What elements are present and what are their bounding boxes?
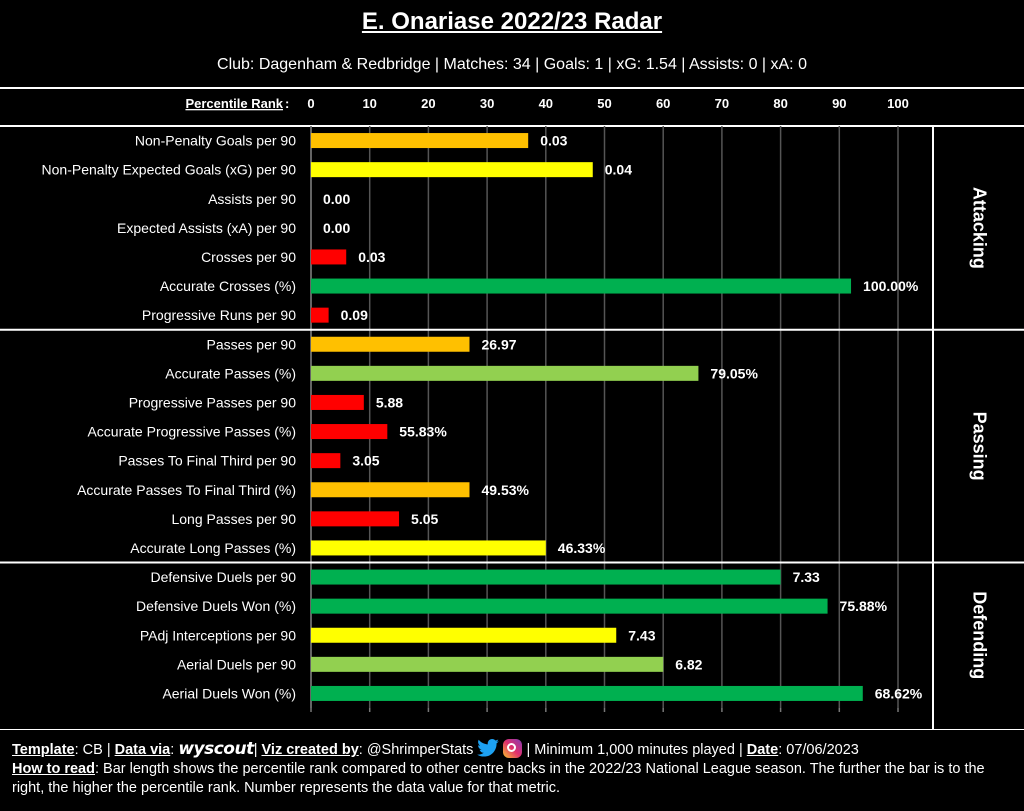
metric-label: Non-Penalty Expected Goals (xG) per 90 [42,162,297,178]
data-label: 0.03 [358,249,385,265]
data-label: 5.05 [411,511,438,527]
twitter-icon[interactable] [477,739,500,757]
metric-label: Aerial Duels Won (%) [162,685,296,701]
viz-created-value: : @ShrimperStats [358,742,478,758]
tick-label: 10 [362,96,376,111]
bar [311,598,828,614]
data-label: 0.00 [323,191,350,207]
metric-label: Long Passes per 90 [171,511,296,527]
axis-label: Percentile Rank [185,96,283,111]
data-label: 6.82 [675,656,702,672]
data-label: 0.00 [323,220,350,236]
data-label: 75.88% [840,598,888,614]
bar [311,162,593,178]
bar [311,511,400,527]
date-label: Date [746,742,779,758]
template-label: Template [12,742,75,758]
data-via-separator: : [170,742,179,758]
viz-created-label: Viz created by [261,742,359,758]
metric-label: Expected Assists (xA) per 90 [117,220,296,236]
radar-bar-chart: Percentile Rank: 0 10 20 30 40 50 60 70 80 90 100 No… [0,87,1024,730]
bar [311,627,617,643]
bar [311,685,863,701]
data-label: 7.33 [793,569,820,585]
bar [311,482,470,498]
data-label: 7.43 [628,627,655,643]
metric-label: Accurate Crosses (%) [160,278,296,294]
footer: Template: CB | Data via: wyscout| Viz cr… [12,739,1016,798]
data-label: 55.83% [399,424,447,440]
bar [311,278,852,294]
metric-label: Passes per 90 [207,336,297,352]
bar [311,540,546,556]
metric-label: Accurate Passes (%) [165,365,296,381]
axis-label-colon: : [285,96,289,111]
tick-label: 60 [656,96,670,111]
data-via-label: Data via [114,742,171,758]
how-to-read-text: : Bar length shows the percentile rank c… [12,761,985,796]
wyscout-logo: wyscout [178,739,254,759]
bar [311,307,329,323]
min-minutes-note: | Minimum 1,000 minutes played | [522,742,747,758]
section-label: Defending [969,591,989,679]
data-label: 0.04 [605,162,632,178]
template-value: : CB | [74,742,115,758]
data-label: 0.09 [341,307,368,323]
metric-label: Crosses per 90 [201,249,296,265]
section-label: Attacking [969,187,989,269]
data-label: 3.05 [352,453,379,469]
metric-label: Accurate Progressive Passes (%) [87,424,296,440]
bar [311,133,529,149]
how-to-read-label: How to read [12,761,95,777]
metric-label: Accurate Passes To Final Third (%) [77,482,296,498]
bar [311,569,781,585]
instagram-icon[interactable] [503,739,523,758]
metric-label: Accurate Long Passes (%) [130,540,296,556]
metric-label: Defensive Duels Won (%) [136,598,296,614]
tick-label: 40 [539,96,553,111]
bar [311,365,699,381]
metric-label: PAdj Interceptions per 90 [140,627,296,643]
footer-line-2: How to read: Bar length shows the percen… [12,760,1016,798]
data-label: 5.88 [376,394,403,410]
chart-subtitle: Club: Dagenham & Redbridge | Matches: 34… [217,56,807,73]
metric-label: Progressive Passes per 90 [129,394,297,410]
tick-label: 20 [421,96,435,111]
bar [311,249,347,265]
metric-label: Aerial Duels per 90 [177,656,296,672]
data-label: 0.03 [540,133,567,149]
bar [311,424,388,440]
bar [311,453,341,469]
bar [311,656,664,672]
data-label: 46.33% [558,540,606,556]
tick-label: 80 [773,96,787,111]
date-value: : 07/06/2023 [778,742,859,758]
data-label: 26.97 [481,336,516,352]
chart-title: E. Onariase 2022/23 Radar [361,8,663,35]
metric-label: Passes To Final Third per 90 [118,453,296,469]
data-label: 49.53% [481,482,529,498]
footer-line-1: Template: CB | Data via: wyscout| Viz cr… [12,739,859,759]
metric-label: Progressive Runs per 90 [142,307,296,323]
bar [311,336,470,352]
tick-label: 30 [480,96,494,111]
metric-label: Defensive Duels per 90 [150,569,296,585]
data-label: 68.62% [875,685,923,701]
data-label: 79.05% [710,365,758,381]
tick-label: 0 [307,96,314,111]
data-label: 100.00% [863,278,919,294]
metric-label: Assists per 90 [208,191,296,207]
tick-label: 70 [715,96,729,111]
metric-label: Non-Penalty Goals per 90 [135,133,296,149]
tick-label: 90 [832,96,846,111]
section-label: Passing [969,412,989,481]
tick-label: 50 [597,96,611,111]
tick-label: 100 [887,96,909,111]
bar [311,394,364,410]
